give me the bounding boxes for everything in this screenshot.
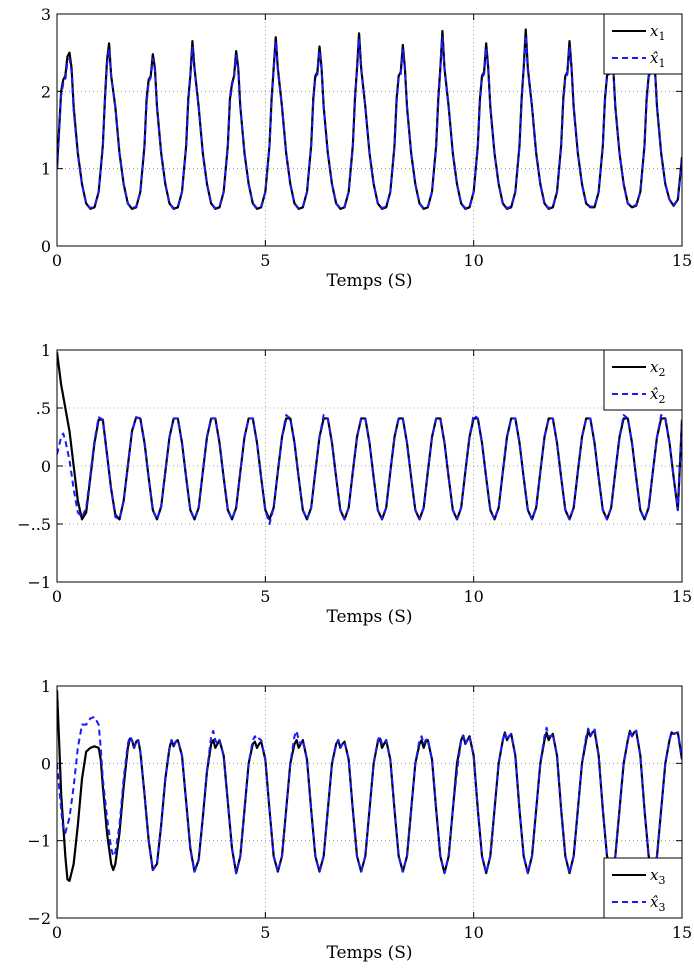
x-tick-label: 0 <box>52 923 62 942</box>
x-tick-label: 5 <box>260 587 270 606</box>
legend-label: x2 <box>650 358 665 379</box>
x-tick-label: 0 <box>52 251 62 270</box>
y-tick-label: 0 <box>41 457 51 476</box>
y-tick-label: .5 <box>36 399 51 418</box>
y-tick-label: −1 <box>27 573 51 592</box>
legend-label: x1 <box>650 22 665 43</box>
y-tick-label: −1 <box>27 832 51 851</box>
legend-label: x̂2 <box>650 385 665 406</box>
y-tick-label: −..5 <box>17 515 51 534</box>
y-tick-label: 0 <box>41 237 51 256</box>
axes-frame <box>56 685 683 919</box>
legend: x2x̂2 <box>603 349 683 411</box>
y-tick-label: 1 <box>41 341 51 360</box>
y-tick-label: 1 <box>41 160 51 179</box>
y-tick-label: 1 <box>41 677 51 696</box>
legend-box <box>603 349 683 411</box>
x-tick-label: 0 <box>52 587 62 606</box>
x-axis-label: Temps (S) <box>326 271 412 291</box>
x-tick-label: 15 <box>672 251 692 270</box>
y-tick-label: −2 <box>27 909 51 928</box>
legend-label: x3 <box>650 866 665 887</box>
series-line-estimate-x1 <box>57 34 682 210</box>
legend-label: x̂1 <box>650 49 665 70</box>
x-tick-label: 10 <box>463 251 483 270</box>
x-tick-label: 10 <box>463 923 483 942</box>
x-tick-label: 5 <box>260 923 270 942</box>
x-tick-label: 15 <box>672 923 692 942</box>
x-tick-label: 15 <box>672 587 692 606</box>
legend: x3x̂3 <box>603 857 683 919</box>
legend-label: x̂3 <box>650 893 665 914</box>
legend-box <box>603 13 683 75</box>
y-tick-label: 0 <box>41 754 51 773</box>
y-tick-label: 3 <box>41 5 51 24</box>
x-axis-label: Temps (S) <box>326 943 412 963</box>
legend: x1x̂1 <box>603 13 683 75</box>
x-tick-label: 10 <box>463 587 483 606</box>
x-tick-label: 5 <box>260 251 270 270</box>
series-line-estimate-x2 <box>57 413 682 525</box>
axes-frame <box>56 13 683 247</box>
plot-area <box>57 14 682 246</box>
series-line-estimate-x3 <box>57 715 682 875</box>
x-axis-label: Temps (S) <box>326 607 412 627</box>
legend-box <box>603 857 683 919</box>
y-tick-label: 2 <box>41 82 51 101</box>
